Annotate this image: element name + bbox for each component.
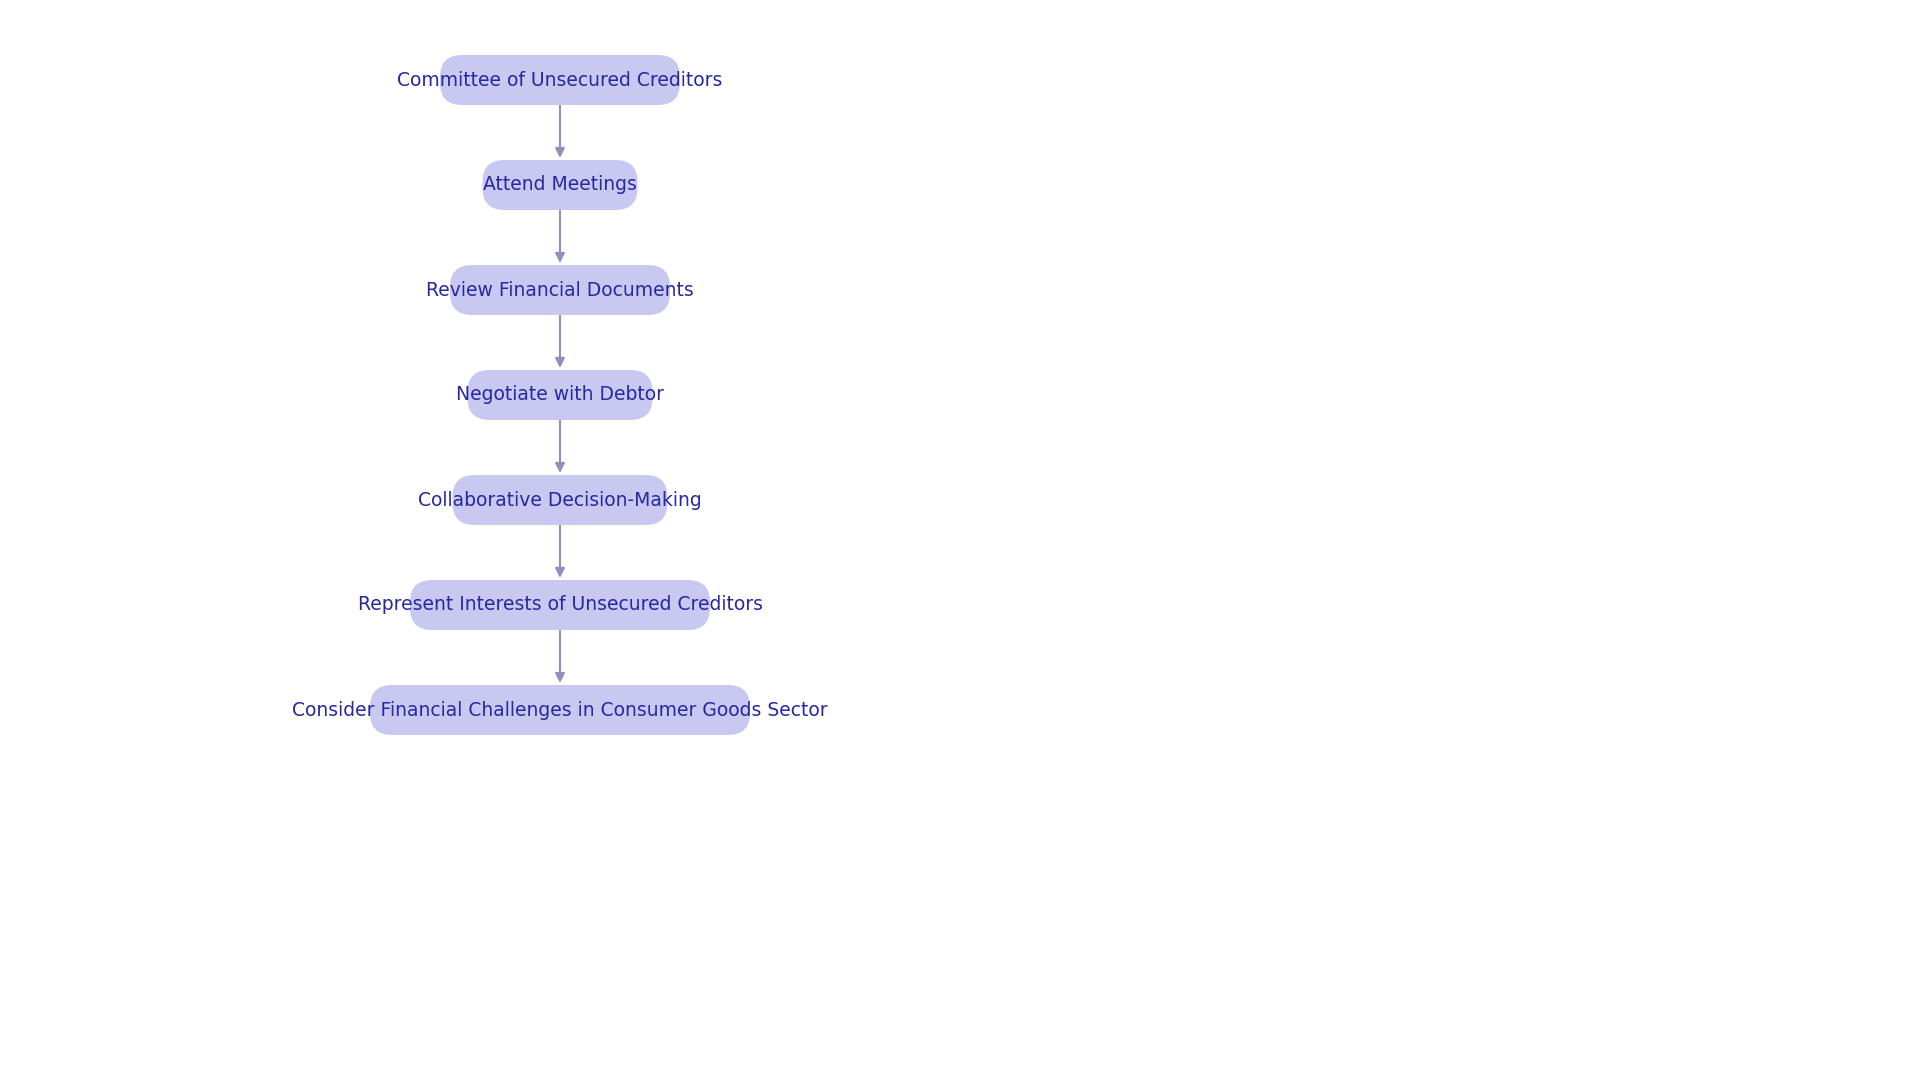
Text: Consider Financial Challenges in Consumer Goods Sector: Consider Financial Challenges in Consume… xyxy=(292,701,828,719)
Text: Attend Meetings: Attend Meetings xyxy=(484,175,637,194)
Text: Review Financial Documents: Review Financial Documents xyxy=(426,281,693,299)
FancyBboxPatch shape xyxy=(482,160,637,210)
Text: Committee of Unsecured Creditors: Committee of Unsecured Creditors xyxy=(397,70,722,90)
Text: Negotiate with Debtor: Negotiate with Debtor xyxy=(457,386,664,405)
FancyBboxPatch shape xyxy=(371,685,751,735)
FancyBboxPatch shape xyxy=(449,265,670,315)
FancyBboxPatch shape xyxy=(467,370,653,420)
FancyBboxPatch shape xyxy=(411,580,710,630)
Text: Represent Interests of Unsecured Creditors: Represent Interests of Unsecured Credito… xyxy=(357,595,762,615)
FancyBboxPatch shape xyxy=(453,475,668,525)
Text: Collaborative Decision-Making: Collaborative Decision-Making xyxy=(419,490,703,510)
FancyBboxPatch shape xyxy=(440,55,680,105)
